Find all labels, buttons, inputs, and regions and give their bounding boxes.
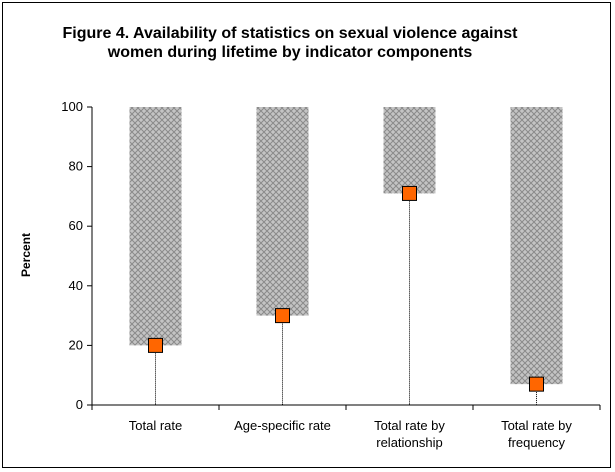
chart-title: Figure 4. Availability of statistics on … [62,25,518,61]
x-tick-label: Total rate [129,418,182,433]
y-tick-label: 40 [69,278,83,293]
bar [510,107,563,385]
bar [256,107,309,316]
bar [383,107,436,194]
y-tick-label: 20 [69,337,83,352]
x-tick-label: Age-specific rate [234,418,331,433]
data-point-marker [275,308,290,324]
data-point-marker [402,185,417,201]
x-tick-label: Total rate by relationship [374,418,445,450]
data-point-marker [148,337,163,353]
y-tick-label: 80 [69,159,83,174]
y-tick-label: 0 [76,397,83,412]
bar [129,107,182,346]
y-tick-label: 60 [69,218,83,233]
y-tick-label: 100 [61,99,83,114]
x-tick-label: Total rate by frequency [501,418,572,450]
data-point-marker [529,376,544,392]
